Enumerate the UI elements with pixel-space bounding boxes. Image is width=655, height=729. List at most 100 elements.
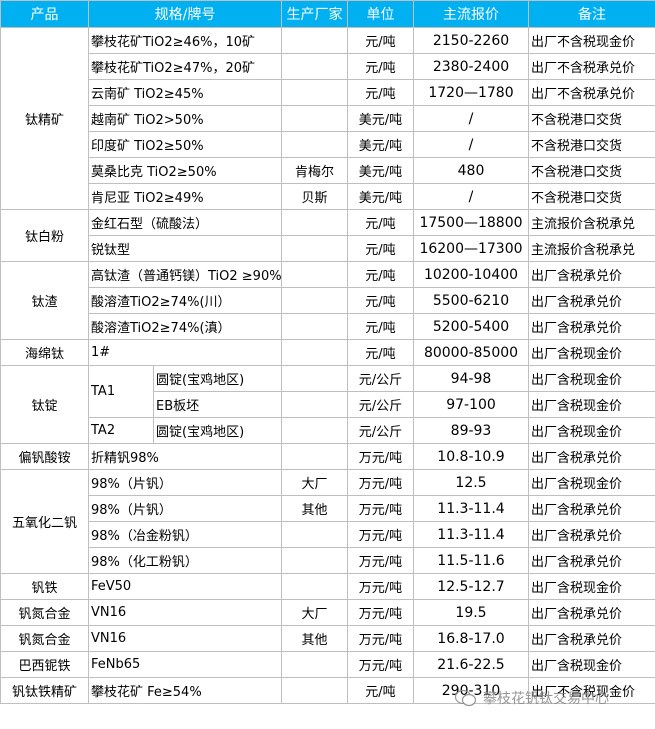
empty-cell [281, 287, 348, 314]
price-cell: 19.5 [413, 599, 529, 626]
note-cell: 出厂含税现金价 [528, 469, 655, 496]
price-cell: 10200-10400 [413, 261, 529, 288]
empty-cell [281, 651, 348, 678]
empty-cell [281, 209, 348, 236]
product-cell: 五氧化二钒 [0, 469, 89, 574]
unit-cell: 美元/吨 [347, 157, 414, 184]
table-row: 钒氮合金 VN16 其他 万元/吨 16.8-17.0 出厂含税承兑价 [0, 625, 655, 652]
note-cell: 出厂含税承兑价 [528, 599, 655, 626]
spec-cell: VN16 [88, 625, 282, 652]
unit-cell: 万元/吨 [347, 573, 414, 600]
note-cell: 出厂不含税承兑价 [528, 53, 655, 80]
unit-cell: 元/吨 [347, 27, 414, 54]
price-cell: 10.8-10.9 [413, 443, 529, 470]
empty-cell [281, 443, 348, 470]
empty-cell [281, 521, 348, 548]
table-row: 钛精矿 攀枝花矿TiO2≥46%，10矿 元/吨 2150-2260 出厂不含税现金价 [0, 27, 655, 210]
empty-cell [281, 391, 348, 418]
price-cell: / [413, 105, 529, 132]
price-cell: 97-100 [413, 391, 529, 418]
column-header: 规格/牌号 [88, 0, 282, 28]
unit-cell: 美元/吨 [347, 105, 414, 132]
product-cell: 偏钒酸铵 [0, 443, 89, 470]
price-cell: 17500—18800 [413, 209, 529, 236]
unit-cell: 万元/吨 [347, 469, 414, 496]
table-row: 钛锭 TA1 圆锭(宝鸡地区) 元/公斤 94-98 出厂含税现金价 [0, 365, 655, 444]
spec-cell: 锐钛型 [88, 235, 282, 262]
spec-cell: 莫桑比克 TiO2≥50% [88, 157, 282, 184]
note-cell: 不含税港口交货 [528, 183, 655, 210]
price-cell: 2150-2260 [413, 27, 529, 54]
empty-cell [281, 105, 348, 132]
price-cell: 12.5-12.7 [413, 573, 529, 600]
table-row: 锐钛型 元/吨 16200—17300 主流报价含税承兑 [1, 235, 655, 262]
table-row: 越南矿 TiO2>50% 美元/吨 / 不含税港口交货 [1, 105, 655, 132]
table-row: 五氧化二钒 98%（片钒） 大厂 万元/吨 12.5 出厂含税现金价 [0, 469, 655, 574]
spec-cell: 酸溶渣TiO2≥74%(川） [88, 287, 282, 314]
table-row: 印度矿 TiO2≥50% 美元/吨 / 不含税港口交货 [1, 131, 655, 158]
maker-cell: 其他 [281, 495, 348, 522]
unit-cell: 美元/吨 [347, 183, 414, 210]
empty-cell [281, 27, 348, 54]
unit-cell: 万元/吨 [347, 495, 414, 522]
spec-cell: 高钛渣（普通钙镁）TiO2 ≥90% [88, 261, 282, 288]
unit-cell: 美元/吨 [347, 131, 414, 158]
table-row: 巴西铌铁 FeNb65 万元/吨 21.6-22.5 出厂含税现金价 [0, 651, 655, 678]
price-cell: / [413, 131, 529, 158]
spec-cell: 金红石型（硫酸法） [88, 209, 282, 236]
note-cell: 出厂不含税承兑价 [528, 79, 655, 106]
spec-cell: 攀枝花矿TiO2≥47%，20矿 [88, 53, 282, 80]
table-row: 攀枝花矿TiO2≥47%，20矿 元/吨 2380-2400 出厂不含税承兑价 [1, 53, 655, 80]
spec-cell: 98%（化工粉钒） [88, 547, 282, 574]
note-cell: 出厂含税承兑价 [528, 495, 655, 522]
spec-cell: 酸溶渣TiO2≥74%(滇） [88, 313, 282, 340]
spec-cell: 圆锭(宝鸡地区) [153, 365, 282, 392]
unit-cell: 元/吨 [347, 261, 414, 288]
note-cell: 出厂含税承兑价 [528, 443, 655, 470]
unit-cell: 元/吨 [347, 53, 414, 80]
note-cell: 出厂不含税现金价 [528, 27, 655, 54]
wechat-icon [455, 689, 477, 707]
price-cell: 21.6-22.5 [413, 651, 529, 678]
unit-cell: 元/吨 [347, 79, 414, 106]
product-cell: 海绵钛 [0, 339, 89, 366]
unit-cell: 元/吨 [347, 287, 414, 314]
empty-cell [281, 53, 348, 80]
table-row: 钛渣 高钛渣（普通钙镁）TiO2 ≥90% 元/吨 10200-10400 出厂含税承兑… [0, 261, 655, 340]
spec-cell: 98%（片钒） [88, 469, 282, 496]
spec-cell: EB板坯 [153, 391, 282, 418]
unit-cell: 万元/吨 [347, 651, 414, 678]
price-cell: 11.3-11.4 [413, 521, 529, 548]
product-cell: 钛白粉 [0, 209, 89, 262]
spec-cell: 98%（片钒） [88, 495, 282, 522]
price-cell: / [413, 183, 529, 210]
product-cell: 钛锭 [0, 365, 89, 444]
table-row: 钒氮合金 VN16 大厂 万元/吨 19.5 出厂含税承兑价 [0, 599, 655, 626]
table-row: 酸溶渣TiO2≥74%(滇） 元/吨 5200-5400 出厂含税承兑价 [1, 313, 655, 340]
unit-cell: 万元/吨 [347, 599, 414, 626]
table-row: 98%（化工粉钒） 万元/吨 11.5-11.6 出厂含税承兑价 [1, 547, 655, 574]
unit-cell: 万元/吨 [347, 443, 414, 470]
column-header: 主流报价 [413, 0, 529, 28]
note-cell: 出厂含税现金价 [528, 339, 655, 366]
spec-cell: 攀枝花矿TiO2≥46%，10矿 [88, 27, 282, 54]
product-cell: 巴西铌铁 [0, 651, 89, 678]
unit-cell: 元/吨 [347, 313, 414, 340]
product-cell: 钛渣 [0, 261, 89, 340]
spec-cell: 肯尼亚 TiO2≥49% [88, 183, 282, 210]
note-cell: 出厂含税现金价 [528, 365, 655, 392]
empty-cell [281, 79, 348, 106]
unit-cell: 万元/吨 [347, 521, 414, 548]
price-cell: 12.5 [413, 469, 529, 496]
unit-cell: 元/吨 [347, 235, 414, 262]
note-cell: 出厂含税承兑价 [528, 313, 655, 340]
column-header: 生产厂家 [281, 0, 348, 28]
note-cell: 不含税港口交货 [528, 131, 655, 158]
table-row: 海绵钛 1# 元/吨 80000-85000 出厂含税现金价 [0, 339, 655, 366]
empty-cell [281, 547, 348, 574]
empty-cell [281, 313, 348, 340]
note-cell: 出厂含税承兑价 [528, 521, 655, 548]
spec-cell: VN16 [88, 599, 282, 626]
spec-cell: 圆锭(宝鸡地区) [153, 417, 282, 444]
